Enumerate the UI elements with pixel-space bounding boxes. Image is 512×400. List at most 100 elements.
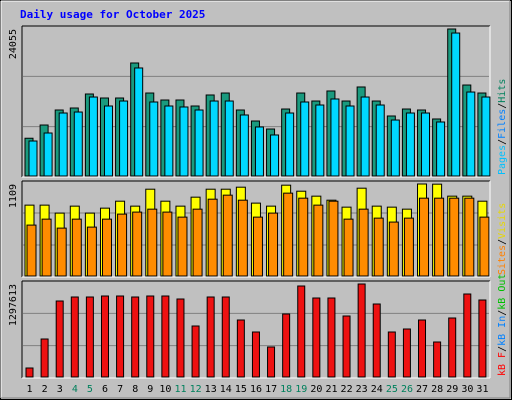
x-tick-label: 29: [446, 384, 458, 395]
x-tick-label: 25: [386, 384, 398, 395]
bar: [433, 341, 442, 378]
bar: [372, 303, 381, 378]
x-tick-label: 13: [205, 384, 217, 395]
bar: [300, 101, 310, 177]
bar: [327, 297, 336, 378]
bar: [149, 101, 159, 177]
bar: [101, 218, 112, 277]
bar: [375, 104, 385, 177]
x-tick-label: 28: [431, 384, 443, 395]
bar: [330, 98, 340, 177]
x-tick-label: 3: [57, 384, 63, 395]
bar: [161, 295, 170, 378]
bar: [464, 197, 475, 277]
y-tick-label: 1109: [8, 184, 19, 208]
bar: [207, 198, 218, 277]
legend-separator: /: [497, 346, 508, 352]
bar: [236, 319, 245, 378]
bar: [481, 96, 491, 177]
bar: [117, 213, 128, 277]
x-tick-label: 31: [476, 384, 488, 395]
x-tick-label: 2: [42, 384, 48, 395]
legend-separator: /: [497, 139, 508, 145]
bar: [88, 96, 98, 177]
bar: [403, 217, 414, 277]
legend-separator: /: [497, 239, 508, 245]
x-tick-label: 4: [72, 384, 78, 395]
bar: [312, 297, 321, 378]
bar: [179, 106, 189, 177]
legend-entry: Pages: [497, 145, 508, 175]
bar: [239, 114, 249, 177]
bar: [162, 211, 173, 277]
bar: [25, 367, 34, 378]
x-tick-label: 15: [235, 384, 247, 395]
legend-entry: kB In: [497, 316, 508, 346]
bar: [58, 112, 68, 177]
legend-entry: Hits: [497, 79, 508, 103]
bar: [177, 216, 188, 277]
bar: [373, 217, 384, 277]
y-tick-label: 1297613: [8, 284, 19, 326]
bar: [402, 328, 411, 378]
x-tick-label: 20: [310, 384, 322, 395]
legend-separator: /: [497, 310, 508, 316]
bar: [191, 325, 200, 378]
bar: [147, 208, 158, 277]
bar: [315, 104, 325, 177]
legend: kB F/kB In/kB Out: [497, 274, 508, 376]
bar: [131, 296, 140, 378]
bar: [103, 105, 113, 177]
bar: [73, 111, 83, 177]
bar: [436, 121, 446, 177]
bar: [405, 112, 415, 177]
x-tick-label: 1: [27, 384, 33, 395]
x-tick-label: 19: [295, 384, 307, 395]
bar: [478, 299, 487, 378]
bar: [224, 100, 234, 177]
bar: [251, 331, 260, 378]
bar: [86, 226, 97, 277]
bar: [343, 218, 354, 277]
x-tick-label: 8: [132, 384, 138, 395]
x-tick-label: 17: [265, 384, 277, 395]
bar: [28, 140, 38, 177]
legend-entry: kB Out: [497, 274, 508, 310]
bar: [116, 295, 125, 378]
x-tick-label: 18: [280, 384, 292, 395]
bar: [449, 197, 460, 277]
legend-entry: Files: [497, 109, 508, 139]
legend: Pages/Files/Hits: [497, 79, 508, 175]
bar: [176, 298, 185, 378]
bar: [206, 296, 215, 378]
chart-title: Daily usage for October 2025: [20, 8, 205, 21]
bar: [313, 204, 324, 277]
bar: [55, 300, 64, 378]
bar: [41, 218, 52, 277]
legend-separator: /: [497, 103, 508, 109]
bar: [270, 134, 280, 177]
bar: [56, 227, 67, 277]
bar: [358, 208, 369, 277]
bar: [357, 283, 366, 378]
bar: [419, 197, 430, 277]
bar: [360, 96, 370, 177]
bar: [418, 319, 427, 378]
bar: [134, 67, 144, 177]
bar: [421, 112, 431, 177]
bar: [297, 285, 306, 378]
bar: [209, 100, 219, 177]
legend-entry: Visits: [497, 203, 508, 239]
legend: Sites/Visits: [497, 203, 508, 275]
x-tick-label: 5: [87, 384, 93, 395]
bar: [434, 197, 445, 277]
bar: [192, 208, 203, 277]
bar: [164, 105, 174, 177]
bar: [26, 224, 37, 277]
x-tick-label: 7: [117, 384, 123, 395]
x-tick-label: 27: [416, 384, 428, 395]
x-tick-label: 10: [159, 384, 171, 395]
x-tick-label: 14: [220, 384, 232, 395]
